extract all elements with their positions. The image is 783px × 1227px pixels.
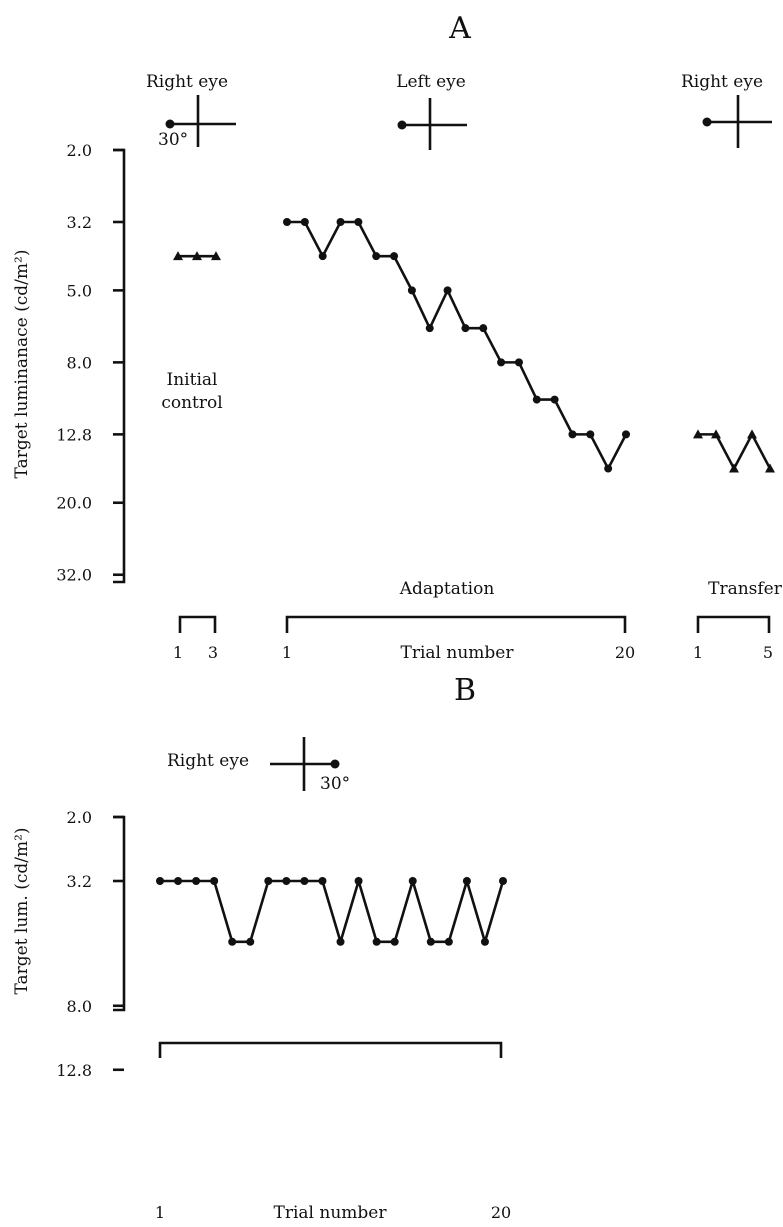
data-point-triangle: [693, 429, 703, 439]
panel-a-y-tick-label: 12.8: [56, 425, 92, 444]
series-line-panel-b: [160, 876, 505, 947]
data-point-triangle: [211, 251, 221, 261]
data-point: [550, 395, 559, 404]
data-point: [174, 877, 183, 885]
panel-b-y-tick-label: 2.0: [67, 808, 92, 827]
segment-label-transfer: Transfer: [708, 579, 783, 599]
data-point: [228, 937, 237, 946]
data-point: [461, 324, 470, 333]
bracket-initial-end: 3: [208, 643, 218, 662]
data-point: [479, 324, 488, 333]
panel-b-bracket-start: 1: [155, 1203, 165, 1222]
panel-b-eye-label: Right eye: [167, 751, 249, 771]
data-point: [568, 430, 577, 439]
data-point: [192, 877, 201, 885]
data-point: [390, 937, 399, 946]
panel-a-x-axis-title: Trial number: [401, 643, 515, 663]
data-point: [425, 324, 434, 333]
panel-b-y-tick-label: 3.2: [67, 872, 92, 891]
data-point: [532, 395, 541, 404]
panel-a-y-tick-label: 2.0: [67, 141, 92, 160]
data-point-triangle: [711, 429, 721, 439]
bracket-adaptation-start: 1: [282, 643, 292, 662]
panel-a-eye-label-1: Right eye: [146, 72, 228, 92]
panel-a-eye-label-2: Left eye: [396, 72, 466, 92]
panel-a-y-tick-label: 8.0: [67, 353, 92, 372]
panel-b-bracket-end: 20: [491, 1203, 511, 1222]
data-point: [318, 877, 327, 885]
bracket-transfer-end: 5: [763, 643, 773, 662]
segment-label-adaptation: Adaptation: [399, 579, 495, 599]
panel-a-fixation-cross-2: [397, 98, 467, 150]
panel-a-y-tick-label: 20.0: [56, 494, 92, 513]
data-point: [336, 937, 345, 946]
data-point-triangle: [729, 463, 739, 473]
data-point: [499, 877, 507, 885]
data-point: [372, 937, 381, 946]
data-point: [300, 877, 309, 885]
panel-b-angle-label: 30°: [320, 774, 350, 794]
bracket-initial-start: 1: [173, 643, 183, 662]
data-point: [246, 937, 255, 946]
data-point: [390, 252, 399, 261]
data-point: [462, 877, 471, 885]
panel-a-fixation-cross-1: [165, 95, 236, 147]
bracket-adaptation: [285, 615, 627, 633]
panel-b-fixation-cross: [270, 737, 340, 791]
bracket-initial-control: [178, 615, 217, 633]
panel-a-y-tick-label: 32.0: [56, 566, 92, 585]
data-point: [318, 252, 327, 261]
data-point-triangle: [747, 429, 757, 439]
data-point: [586, 430, 595, 439]
data-point: [354, 218, 363, 226]
data-point: [444, 937, 453, 946]
bracket-transfer: [696, 615, 771, 633]
data-point: [156, 877, 164, 885]
data-point: [300, 218, 309, 226]
panel-a-fixation-cross-3: [702, 95, 772, 148]
bracket-transfer-start: 1: [693, 643, 703, 662]
data-point: [372, 252, 381, 261]
panel-a-angle-label: 30°: [158, 130, 188, 150]
data-point-triangle: [192, 251, 202, 261]
panel-a-letter: A: [448, 11, 471, 46]
data-point: [622, 430, 630, 439]
data-point: [282, 877, 291, 885]
data-point: [480, 937, 489, 946]
data-point: [336, 218, 345, 226]
data-point: [408, 877, 417, 885]
data-point: [210, 877, 219, 885]
panel-b-y-axis-title: Target lum. (cd/m²): [12, 827, 32, 994]
data-point: [426, 937, 435, 946]
panel-b-x-axis-title: Trial number: [274, 1203, 388, 1223]
data-point: [264, 877, 273, 885]
panel-a-eye-label-3: Right eye: [681, 72, 763, 92]
data-point-triangle: [765, 463, 775, 473]
panel-b-y-tick-label: 12.8: [56, 1061, 92, 1080]
data-point: [407, 286, 416, 295]
data-point-triangle: [173, 251, 183, 261]
panel-b-letter: B: [454, 673, 476, 708]
data-point: [604, 464, 613, 473]
data-point: [514, 358, 523, 367]
series-line-transfer: [698, 431, 772, 472]
bracket-adaptation-end: 20: [615, 643, 635, 662]
panel-a-y-axis: [113, 148, 126, 584]
segment-label-initial-control-line1: Initial: [167, 370, 218, 390]
bracket-panel-b: [158, 1041, 503, 1058]
panel-b-y-tick-label: 8.0: [67, 997, 92, 1016]
panel-b-y-axis: [113, 815, 126, 1012]
segment-label-initial-control-line2: control: [161, 393, 222, 413]
data-point: [497, 358, 506, 367]
data-point: [443, 286, 452, 295]
panel-a-y-tick-label: 5.0: [67, 281, 92, 300]
data-point: [283, 218, 291, 226]
panel-a-y-tick-label: 3.2: [67, 213, 92, 232]
data-point: [354, 877, 363, 885]
panel-a-y-axis-title: Target luminanace (cd/m²): [12, 250, 32, 479]
